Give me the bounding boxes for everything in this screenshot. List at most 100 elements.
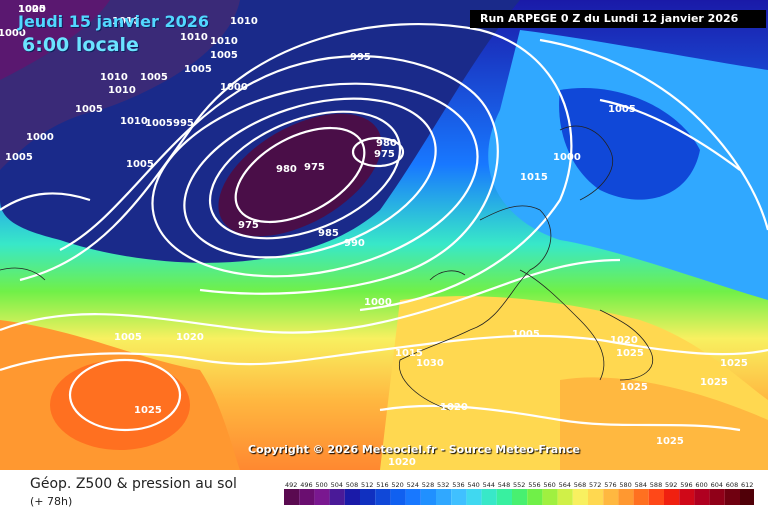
isobar-label: 1025	[720, 358, 748, 369]
isobar-label: 1005	[210, 50, 238, 61]
isobar-label: 1010	[112, 16, 140, 27]
isobar-label: 1020	[440, 402, 468, 413]
run-title: Run ARPEGE 0 Z du Lundi 12 janvier 2026	[470, 10, 766, 28]
scale-cell	[390, 489, 406, 505]
scale-cell	[542, 489, 558, 505]
isobar-label: 1005	[184, 64, 212, 75]
scale-cell	[512, 489, 528, 505]
scale-cell	[679, 489, 695, 505]
lead-time: (+ 78h)	[30, 495, 73, 508]
scale-tick-label: 508	[346, 481, 358, 489]
isobar-label: 990	[344, 238, 365, 249]
scale-tick-label: 492	[285, 481, 297, 489]
scale-cell	[299, 489, 315, 505]
isobar-label: 1005	[126, 159, 154, 170]
scale-tick-label: 536	[452, 481, 464, 489]
z500-band-violet	[0, 0, 110, 80]
scale-cell	[694, 489, 710, 505]
scale-cell	[557, 489, 573, 505]
scale-cell	[740, 489, 754, 505]
isobar-label: 1025	[656, 436, 684, 447]
isobar-label: 975	[374, 149, 395, 160]
color-scale: 492 496 500 504 508 512 516 520 524 528 532 536 540 5…	[284, 481, 754, 505]
scale-cell	[603, 489, 619, 505]
scale-cell	[375, 489, 391, 505]
z500-band-scand	[559, 88, 700, 200]
geopotential-map: 1005 1010 1010 1000 1010 1010 1005 1010 1010 1005…	[0, 0, 768, 470]
scale-cell	[314, 489, 330, 505]
isobar-label: 1005	[608, 104, 636, 115]
scale-tick-label: 556	[528, 481, 540, 489]
scale-cell	[648, 489, 664, 505]
scale-tick-label: 528	[422, 481, 434, 489]
scale-tick-label: 512	[361, 481, 373, 489]
scale-cells	[284, 489, 754, 505]
isobar-label: 1010	[100, 72, 128, 83]
scale-tick-label: 504	[331, 481, 343, 489]
scale-tick-label: 612	[741, 481, 753, 489]
scale-tick-label: 520	[391, 481, 403, 489]
scale-cell	[436, 489, 452, 505]
isobar-label: 995	[173, 118, 194, 129]
scale-cell	[724, 489, 740, 505]
scale-tick-label: 588	[650, 481, 662, 489]
isobar-label: 1005	[18, 4, 46, 15]
scale-cell	[284, 489, 300, 505]
isobar-label: 1010	[210, 36, 238, 47]
isobar-label: 1010	[108, 85, 136, 96]
scale-tick-label: 572	[589, 481, 601, 489]
scale-tick-label: 568	[574, 481, 586, 489]
scale-cell	[420, 489, 436, 505]
isobar-label: 1000	[26, 132, 54, 143]
isobar-label: 1005	[114, 332, 142, 343]
scale-cell	[664, 489, 680, 505]
scale-cell	[709, 489, 725, 505]
scale-tick-label: 600	[695, 481, 707, 489]
scale-cell	[633, 489, 649, 505]
isobar-label: 1005	[140, 72, 168, 83]
isobar-label: 985	[318, 228, 339, 239]
scale-cell	[344, 489, 360, 505]
scale-cell	[496, 489, 512, 505]
scale-tick-label: 496	[300, 481, 312, 489]
isobar-label: 1010	[120, 116, 148, 127]
isobar-label: 1020	[610, 335, 638, 346]
scale-cell	[329, 489, 345, 505]
isobar-label: 1005	[5, 152, 33, 163]
scale-cell	[405, 489, 421, 505]
isobar-label: 1025	[616, 348, 644, 359]
scale-cell	[618, 489, 634, 505]
scale-cell	[451, 489, 467, 505]
scale-tick-label: 540	[467, 481, 479, 489]
isobar-label: 1005	[512, 329, 540, 340]
scale-tick-label: 576	[604, 481, 616, 489]
isobar-label: 1020	[176, 332, 204, 343]
isobar-label: 1015	[395, 348, 423, 359]
scale-tick-label: 560	[543, 481, 555, 489]
scale-cell	[481, 489, 497, 505]
valid-time: 6:00 locale	[22, 34, 139, 56]
scale-tick-label: 580	[619, 481, 631, 489]
isobar-labels: 1005 1010 1010 1000 1010 1010 1005 1010 1010 1005…	[0, 4, 748, 468]
scale-tick-label: 548	[498, 481, 510, 489]
scale-cell	[360, 489, 376, 505]
isobar-label: 1000	[553, 152, 581, 163]
scale-tick-label: 592	[665, 481, 677, 489]
scale-tick-label: 608	[726, 481, 738, 489]
z500-low-core	[218, 113, 382, 237]
isobar-label: 975	[238, 220, 259, 231]
isobars	[0, 23, 768, 432]
isobar-label: 1010	[230, 16, 258, 27]
scale-cell	[466, 489, 482, 505]
isobar-label: 1025	[620, 382, 648, 393]
scale-tick-label: 544	[483, 481, 495, 489]
isobar-label: 1000	[220, 82, 248, 93]
isobar-label: 1025	[700, 377, 728, 388]
scale-tick-label: 524	[407, 481, 419, 489]
scale-cell	[572, 489, 588, 505]
isobar-label: 1020	[388, 457, 416, 468]
isobar-label: 1025	[134, 405, 162, 416]
z500-band-medwarm	[560, 377, 768, 470]
z500-high-core	[50, 360, 190, 450]
